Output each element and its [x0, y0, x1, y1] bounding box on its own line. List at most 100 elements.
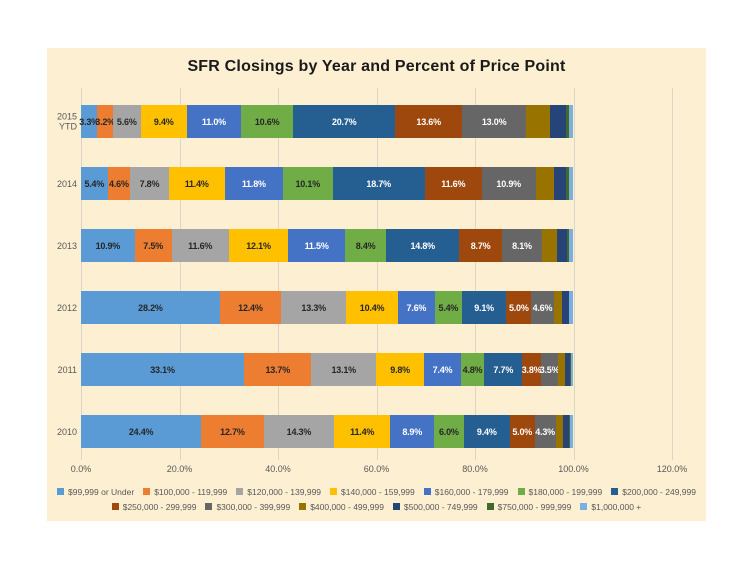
y-axis-label: 2014: [56, 178, 77, 189]
plot-area: 0.0% 20.0% 40.0% 60.0% 80.0% 100.0% 120.0% 2015…: [57, 88, 687, 474]
y-axis-label: 2010: [56, 426, 77, 437]
segment-data-label: 8.9%: [402, 426, 423, 437]
segment-data-label: 10.4%: [359, 302, 385, 313]
bar-segment: 11.6%: [424, 167, 482, 200]
segment-data-label: 8.4%: [355, 240, 376, 251]
bar-row: 2010 24.4% 12.7% 14.3% 11.4% 8.9% 6.0% 9.4% 5.0%…: [57, 415, 574, 448]
bar-segment: [569, 167, 574, 200]
gridline: [672, 88, 673, 460]
legend-swatch-icon: [57, 488, 65, 495]
legend-label: $140,000 - 159,999: [341, 486, 415, 497]
legend-row: $250,000 - 299,999 $300,000 - 399,999 $400…: [47, 499, 706, 514]
bar-segment: [556, 229, 567, 262]
legend-label: $160,000 - 179,999: [434, 486, 509, 497]
bar-segment: [553, 291, 563, 324]
legend-label: $180,000 - 199,999: [528, 486, 603, 497]
bar-segment: 9.1%: [461, 291, 507, 324]
segment-data-label: 5.0%: [508, 302, 529, 313]
segment-data-label: 5.4%: [84, 178, 105, 189]
bar-segment: 18.7%: [332, 167, 425, 200]
bar-segment: 5.6%: [113, 105, 141, 138]
legend-item: $750,000 - 999,999: [486, 501, 572, 512]
bar-segment: 12.7%: [201, 415, 264, 448]
legend-swatch-icon: [111, 503, 119, 510]
segment-data-label: 4.3%: [535, 426, 555, 437]
segment-data-label: 6.0%: [439, 426, 459, 437]
legend-label: $250,000 - 299,999: [122, 501, 197, 512]
legend-item: $400,000 - 499,999: [299, 502, 384, 512]
segment-data-label: 9.1%: [474, 302, 494, 313]
bar-row: 2012 28.2% 12.4% 13.3% 10.4% 7.6% 5.4% 9.1% 5.0%…: [57, 291, 574, 324]
gridline: [179, 88, 181, 460]
segment-data-label: 28.2%: [138, 302, 163, 313]
segment-data-label: 12.1%: [246, 240, 271, 251]
legend-row: $99,999 or Under $100,000 - 119,999 $120,0…: [47, 484, 706, 499]
bar-segment: 11.4%: [334, 415, 391, 448]
bar-segment: 8.7%: [459, 229, 503, 262]
x-axis-tick-label: 120.0%: [656, 464, 688, 474]
legend-item: $180,000 - 199,999: [517, 486, 603, 497]
segment-data-label: 11.8%: [241, 178, 266, 189]
x-axis-tick-label: 100.0%: [558, 464, 589, 474]
bar-segment: 8.9%: [390, 415, 435, 448]
legend-swatch-icon: [330, 488, 338, 495]
chart-title: SFR Closings by Year and Percent of Pric…: [187, 58, 566, 75]
bar-segment: 10.6%: [241, 105, 294, 138]
bar-segment: 6.0%: [434, 415, 464, 448]
y-axis-label: 2013: [56, 240, 77, 251]
segment-data-label: 10.9%: [496, 178, 521, 189]
segment-data-label: 10.6%: [254, 116, 280, 127]
bar-segment: [558, 353, 566, 386]
bar-segment: 4.8%: [460, 353, 485, 386]
bar-segment: 33.1%: [81, 353, 245, 386]
segment-data-label: 13.0%: [481, 116, 507, 127]
segment-data-label: 5.4%: [438, 302, 459, 313]
bar-segment: 7.5%: [134, 229, 172, 262]
bar-segment: 7.8%: [130, 167, 169, 200]
bar-segment: 9.4%: [463, 415, 510, 448]
legend-item: $99,999 or Under: [57, 487, 134, 497]
bar-segment: 10.1%: [282, 167, 333, 200]
bar-segment: 11.8%: [224, 167, 283, 200]
segment-data-label: 14.8%: [410, 240, 435, 251]
legend-swatch-icon: [299, 503, 307, 510]
legend-item: $1,000,000 +: [580, 502, 641, 512]
segment-data-label: 10.9%: [95, 240, 121, 251]
segment-data-label: 11.6%: [441, 178, 466, 189]
bar-segment: 13.3%: [280, 291, 347, 324]
bar-segment: 12.4%: [219, 291, 281, 324]
segment-data-label: 11.6%: [188, 240, 213, 251]
segment-data-label: 9.4%: [476, 426, 497, 437]
gridline: [278, 88, 279, 460]
bar-segment: 11.6%: [171, 229, 229, 262]
legend-swatch-icon: [423, 488, 431, 495]
segment-data-label: 11.5%: [304, 240, 329, 251]
segment-data-label: 7.6%: [406, 302, 427, 313]
bar-segment: [570, 415, 574, 448]
legend-label: $750,000 - 999,999: [497, 501, 572, 512]
bar-segment: 8.4%: [344, 229, 387, 262]
bar-segment: [549, 105, 566, 138]
bar-segment: 13.0%: [462, 105, 527, 138]
segment-data-label: 7.7%: [493, 364, 514, 375]
bar-segment: 10.9%: [81, 229, 135, 262]
bar-row: 2014 5.4% 4.6% 7.8% 11.4% 11.8% 10.1% 18.7% 11.6…: [57, 167, 574, 200]
legend-label: $1,000,000 +: [591, 501, 642, 512]
bar-segment: [569, 415, 571, 448]
y-axis-label: 2015 YTD: [56, 111, 77, 132]
y-axis-label: 2012: [56, 302, 77, 313]
bar-segment: [535, 167, 555, 200]
bar-segment: 3.3%: [79, 105, 99, 138]
bar-segment: 3.5%: [540, 353, 560, 386]
bar-segment: 14.8%: [386, 229, 460, 262]
segment-data-label: 4.6%: [109, 178, 129, 189]
segment-data-label: 4.6%: [532, 302, 553, 313]
legend-label: $500,000 - 749,999: [403, 501, 478, 512]
legend-item: $250,000 - 299,999: [111, 501, 197, 512]
bar-segment: 13.7%: [244, 353, 312, 386]
legend-swatch-icon: [205, 503, 213, 510]
bar-segment: [541, 229, 557, 262]
bar-segment: 13.6%: [395, 105, 463, 138]
bar-segment: 7.6%: [397, 291, 436, 324]
bar-segment: [569, 229, 574, 262]
